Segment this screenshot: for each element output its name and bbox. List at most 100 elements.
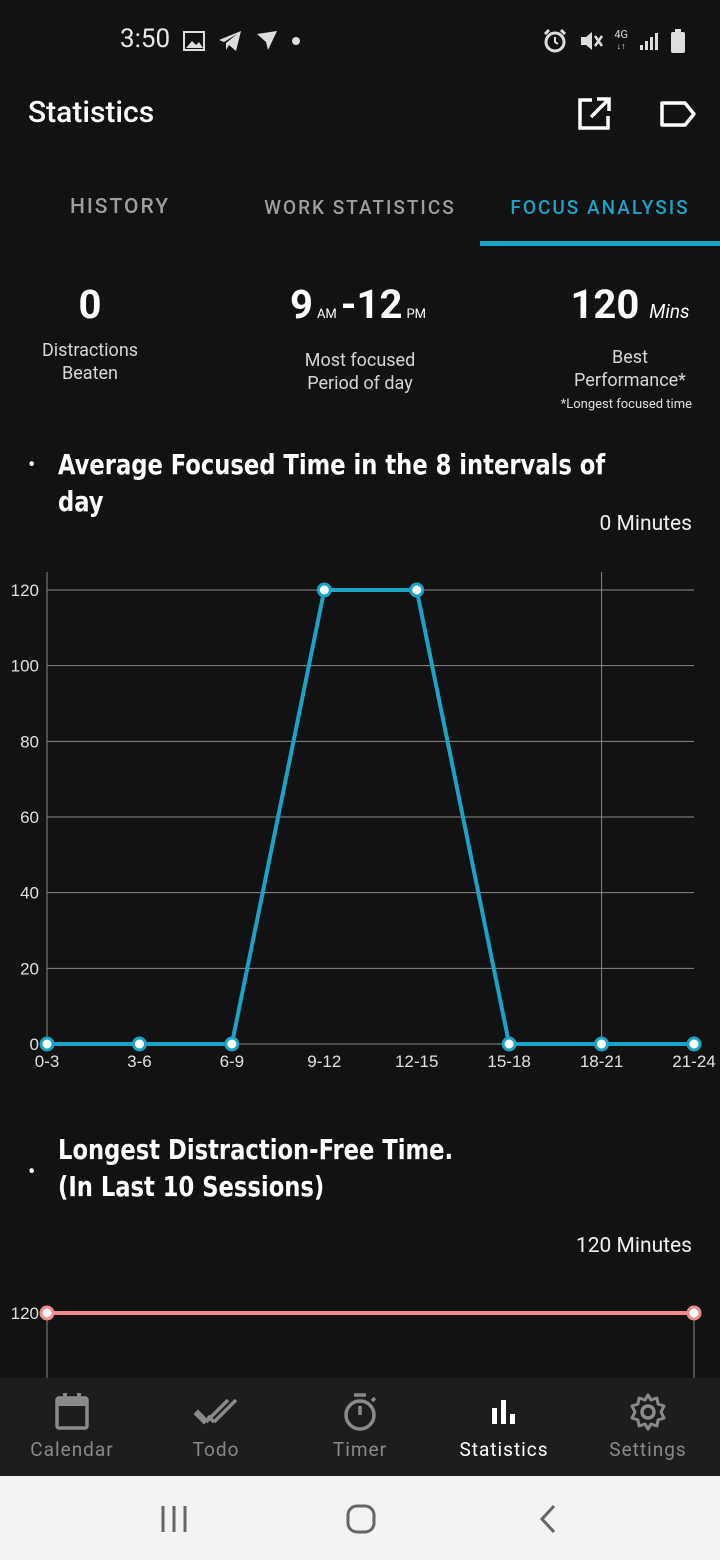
alarm-icon (544, 28, 567, 53)
focus-interval-chart: 0 20 40 60 80 100 120 0-3 3-6 6-9 9-12 12-15 15-18 18… (11, 572, 716, 1071)
nav-calendar-label: Calendar (30, 1438, 114, 1461)
x-tick-label: 0-3 (35, 1052, 60, 1071)
label-button[interactable] (658, 94, 698, 134)
series-line (47, 588, 694, 1046)
battery-icon (671, 29, 685, 53)
x-tick-label: 21-24 (672, 1052, 715, 1071)
x-tick-label: 12-15 (395, 1052, 438, 1071)
open-external-button[interactable] (574, 94, 614, 134)
nav-todo-label: Todo (192, 1438, 240, 1461)
period-end: 12 (356, 281, 403, 328)
y-tick-label: 40 (20, 884, 39, 903)
distractions-value: 0 (78, 281, 102, 328)
label-icon (660, 101, 696, 127)
best-label-line1: Best (612, 347, 648, 368)
data-point (39, 1305, 55, 1321)
gear-icon (630, 1393, 666, 1431)
best-number: 120 (570, 281, 640, 328)
system-nav-bar (0, 1476, 720, 1560)
nav-statistics[interactable]: Statistics (432, 1378, 576, 1476)
stat-best-performance: 120 Mins Best Performance* (510, 280, 720, 392)
best-label-line2: Performance* (574, 370, 686, 391)
bar-chart-icon (492, 1400, 515, 1424)
y-tick-label: 20 (20, 959, 39, 978)
back-icon[interactable] (536, 1504, 562, 1534)
best-note: *Longest focused time (560, 397, 692, 412)
timer-icon (344, 1393, 377, 1431)
period-start: 9 (289, 281, 313, 328)
4g-icon: 4G ↓↑ (614, 28, 628, 52)
page-title: Statistics (28, 95, 155, 130)
recents-icon[interactable] (158, 1504, 190, 1534)
section2-title-line2: (In Last 10 Sessions) (58, 1170, 325, 1203)
tab-history[interactable]: HISTORY (69, 195, 171, 219)
double-check-icon (194, 1398, 238, 1425)
nav-timer-label: Timer (332, 1438, 388, 1461)
section2-bullet: • (28, 1160, 36, 1185)
y-tick-label: 120 (11, 581, 39, 600)
distractions-label-line1: Distractions (41, 340, 139, 361)
status-system-icons: 4G ↓↑ (542, 28, 686, 54)
period-separator: - (340, 281, 357, 328)
data-point (501, 1036, 517, 1052)
nav-settings[interactable]: Settings (576, 1378, 720, 1476)
section1-title: Average Focused Time in the 8 intervals … (58, 448, 606, 518)
period-end-suffix: PM (406, 307, 427, 322)
open-external-icon (578, 97, 611, 130)
section2-title-line1: Longest Distraction-Free Time. (58, 1133, 454, 1166)
nav-calendar[interactable]: Calendar (0, 1378, 144, 1476)
x-tick-label: 18-21 (580, 1052, 623, 1071)
signal-icon (640, 33, 658, 50)
y-tick-label: 100 (11, 657, 39, 676)
x-tick-label: 6-9 (220, 1052, 245, 1071)
y-tick-label: 80 (20, 732, 39, 751)
y-tick-label: 60 (20, 808, 39, 827)
period-start-suffix: AM (316, 307, 337, 322)
data-point (224, 1036, 240, 1052)
data-point (686, 1305, 702, 1321)
send-icon (257, 31, 277, 50)
telegram-icon (219, 31, 241, 51)
distraction-free-chart: 120 (11, 1304, 702, 1378)
calendar-icon (55, 1393, 89, 1430)
network-label: 4G (614, 28, 628, 41)
data-point (131, 1036, 147, 1052)
tab-work-statistics[interactable]: WORK STATISTICS (264, 195, 456, 219)
bottom-nav: Calendar Todo Timer Statistics Settings (0, 1378, 720, 1476)
nav-statistics-label: Statistics (459, 1438, 549, 1461)
best-label: Best Performance* (510, 346, 720, 392)
data-point (316, 582, 332, 598)
home-icon[interactable] (345, 1504, 377, 1534)
stat-focused-period: 9 AM -12 PM Most focused Period of day (240, 280, 480, 395)
dot-icon (292, 37, 300, 45)
section1-bullet: • (28, 453, 36, 478)
best-value: 120 Mins (510, 280, 720, 337)
status-notification-icons (183, 30, 301, 52)
data-point (39, 1036, 55, 1052)
best-unit: Mins (649, 300, 690, 323)
x-tick-label: 9-12 (307, 1052, 341, 1071)
y-tick-label: 120 (11, 1304, 39, 1323)
focused-period-value: 9 AM -12 PM (240, 280, 480, 340)
focused-period-label-line1: Most focused (304, 350, 416, 371)
stat-distractions: 0 Distractions Beaten (0, 280, 210, 385)
data-point (594, 1036, 610, 1052)
data-point (409, 582, 425, 598)
data-point (686, 1036, 702, 1052)
nav-settings-label: Settings (609, 1438, 687, 1461)
nav-todo[interactable]: Todo (144, 1378, 288, 1476)
tab-focus-analysis[interactable]: FOCUS ANALYSIS (480, 168, 720, 246)
section1-minutes-label: 0 Minutes (599, 512, 692, 536)
focused-period-label: Most focused Period of day (240, 349, 480, 395)
status-time: 3:50 (120, 24, 171, 54)
tab-bar: HISTORY WORK STATISTICS FOCUS ANALYSIS (0, 168, 720, 246)
x-tick-label: 15-18 (487, 1052, 530, 1071)
nav-timer[interactable]: Timer (288, 1378, 432, 1476)
y-tick-label: 0 (30, 1035, 39, 1054)
section2-minutes-label: 120 Minutes (575, 1234, 692, 1258)
image-icon (183, 31, 205, 51)
mute-icon (581, 32, 604, 50)
x-tick-label: 3-6 (127, 1052, 152, 1071)
focused-period-label-line2: Period of day (307, 373, 413, 394)
section2-title: Longest Distraction-Free Time. (In Last … (58, 1131, 453, 1205)
